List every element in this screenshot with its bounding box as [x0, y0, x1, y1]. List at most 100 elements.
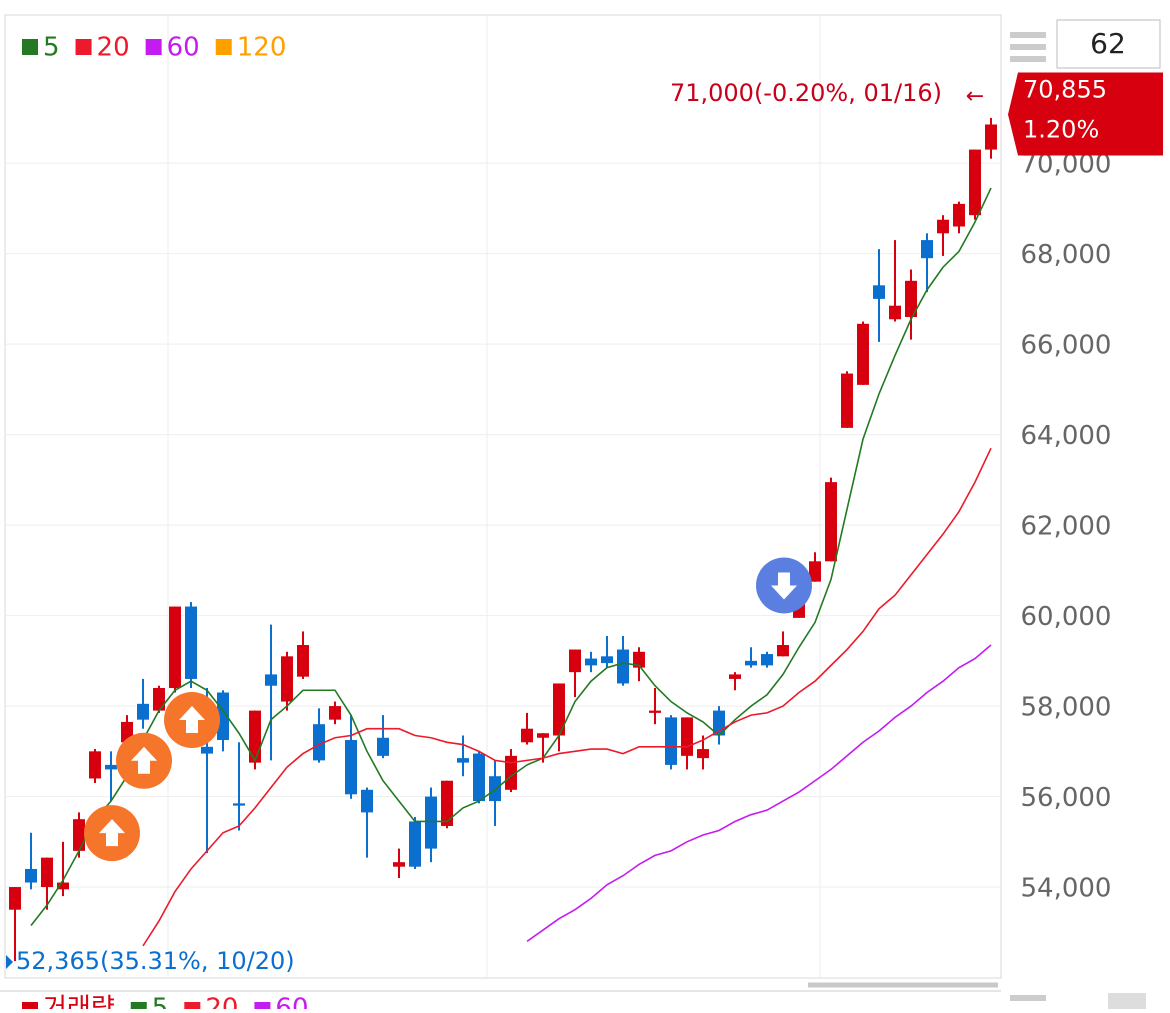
candle-body — [665, 717, 677, 765]
candle-body — [41, 857, 53, 888]
candle-body — [617, 649, 629, 684]
menu-icon[interactable] — [1010, 32, 1046, 1001]
candle-body — [441, 780, 453, 826]
y-tick-label: 58,000 — [1021, 693, 1112, 723]
candle-body — [505, 755, 517, 790]
candle-body — [281, 656, 293, 702]
candle-body — [345, 740, 357, 795]
ma-line — [30, 187, 992, 927]
candle-body — [425, 796, 437, 849]
candle-body — [745, 660, 757, 666]
candle-body — [89, 751, 101, 779]
volume-legend-label: 5 — [152, 994, 169, 1010]
y-tick-label: 62,000 — [1021, 512, 1112, 542]
candle-body — [489, 776, 501, 802]
candle-body — [825, 482, 837, 562]
candle-body — [841, 373, 853, 428]
price-tag: 70,855 1.20% — [1008, 72, 1163, 156]
price-tag-label: 70,855 — [1023, 75, 1107, 103]
candle-body — [169, 606, 181, 688]
candle-body — [361, 789, 373, 813]
candle-body — [233, 803, 245, 806]
candle-body — [537, 733, 549, 738]
candle-body — [377, 737, 389, 756]
volume-legend-swatch — [130, 1002, 147, 1013]
legend-label: 20 — [97, 33, 130, 63]
legend-label: 60 — [167, 33, 200, 63]
signal-marker — [756, 557, 812, 614]
candle-body — [857, 323, 869, 385]
high-arrow: ← — [966, 84, 984, 109]
candle-body — [185, 606, 197, 679]
y-tick-label: 56,000 — [1021, 783, 1112, 813]
candle-body — [297, 645, 309, 677]
candle-body — [313, 724, 325, 761]
candle-body — [585, 658, 597, 666]
high-annotation: 71,000(-0.20%, 01/16) — [670, 79, 942, 107]
candle-body — [137, 703, 149, 720]
candle-body — [649, 710, 661, 713]
y-tick-label: 54,000 — [1021, 874, 1112, 904]
y-tick-label: 64,000 — [1021, 421, 1112, 451]
price-tag-box — [1008, 72, 1163, 156]
legend-swatch — [22, 39, 38, 55]
candle-body — [937, 219, 949, 234]
volume-legend-swatch — [254, 1002, 271, 1013]
candle-body — [553, 683, 565, 736]
plot-frame — [4, 14, 1002, 979]
signal-marker — [84, 805, 140, 862]
candle-body — [217, 692, 229, 741]
legend-swatch — [215, 39, 232, 55]
signal-arrow — [131, 746, 157, 774]
candle-body — [153, 687, 165, 711]
ma-line — [142, 447, 992, 947]
candle-body — [729, 674, 741, 679]
price-tag-change: 1.20% — [1023, 115, 1099, 143]
signal-marker — [164, 691, 220, 748]
ma-line — [526, 644, 992, 943]
candle-body — [889, 305, 901, 320]
volume-legend-swatch — [22, 1002, 38, 1013]
legend-label: 5 — [43, 33, 60, 63]
candle-body — [873, 285, 885, 299]
y-tick-label: 60,000 — [1021, 602, 1112, 632]
candle-body — [697, 749, 709, 759]
legend-label: 120 — [237, 33, 287, 63]
candle-body — [601, 656, 613, 664]
legend-swatch — [75, 39, 92, 55]
period-input[interactable] — [1056, 19, 1161, 69]
period-input-value[interactable]: 62 — [1090, 27, 1126, 60]
candle-body — [409, 821, 421, 867]
volume-legend-label: 20 — [205, 994, 238, 1010]
candle-body — [969, 149, 981, 216]
candle-body — [905, 280, 917, 317]
candle-body — [761, 654, 773, 666]
candle-body — [57, 882, 69, 890]
candle-body — [809, 561, 821, 582]
volume-legend-label: 60 — [275, 994, 308, 1010]
candle-body — [681, 717, 693, 756]
y-tick-label: 66,000 — [1021, 331, 1112, 361]
candle-body — [777, 645, 789, 657]
close-button[interactable] — [1108, 993, 1146, 1013]
candle-body — [393, 862, 405, 867]
candle-body — [329, 706, 341, 720]
signal-marker — [116, 732, 172, 789]
candle-body — [25, 868, 37, 883]
y-tick-label: 68,000 — [1021, 240, 1112, 270]
candle-body — [265, 674, 277, 686]
candle-body — [921, 240, 933, 259]
low-annotation: 52,365(35.31%, 10/20) — [16, 947, 295, 975]
legend-swatch — [145, 39, 162, 55]
candle-body — [521, 728, 533, 743]
candle-body — [457, 758, 469, 763]
candle-body — [985, 124, 997, 150]
candle-body — [201, 746, 213, 754]
candle-body — [633, 651, 645, 668]
signal-arrow — [179, 705, 205, 733]
candle-body — [473, 753, 485, 802]
candle-body — [569, 649, 581, 673]
candle-body — [953, 203, 965, 227]
